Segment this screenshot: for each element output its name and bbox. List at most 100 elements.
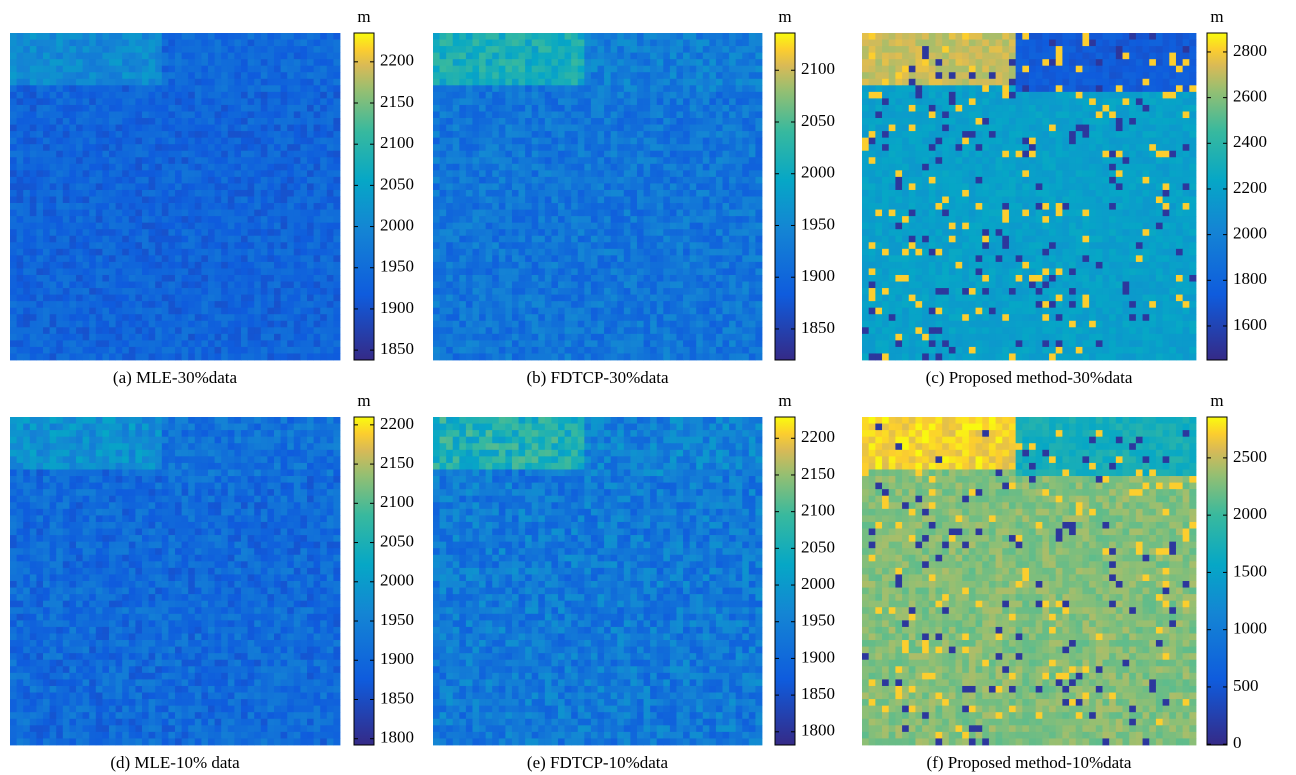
pixel bbox=[228, 85, 235, 92]
pixel bbox=[650, 144, 657, 151]
pixel bbox=[254, 236, 261, 243]
pixel bbox=[215, 255, 222, 262]
pixel bbox=[155, 347, 162, 354]
pixel bbox=[201, 131, 208, 138]
pixel bbox=[228, 314, 235, 321]
pixel bbox=[83, 295, 90, 302]
pixel bbox=[294, 249, 301, 256]
pixel bbox=[598, 334, 605, 341]
pixel bbox=[43, 144, 50, 151]
pixel bbox=[333, 275, 340, 282]
pixel bbox=[149, 85, 156, 92]
pixel bbox=[676, 190, 683, 197]
pixel bbox=[294, 334, 301, 341]
pixel bbox=[571, 229, 578, 236]
pixel bbox=[228, 249, 235, 256]
pixel bbox=[76, 301, 83, 308]
pixel bbox=[17, 125, 24, 132]
pixel bbox=[76, 164, 83, 171]
pixel bbox=[327, 203, 334, 210]
pixel bbox=[532, 347, 539, 354]
pixel bbox=[300, 33, 307, 40]
pixel bbox=[696, 183, 703, 190]
pixel bbox=[69, 223, 76, 230]
pixel bbox=[234, 236, 241, 243]
pixel bbox=[142, 340, 149, 347]
pixel bbox=[23, 72, 30, 79]
pixel bbox=[736, 223, 743, 230]
pixel bbox=[254, 72, 261, 79]
pixel bbox=[472, 92, 479, 99]
pixel bbox=[650, 177, 657, 184]
pixel bbox=[703, 282, 710, 289]
pixel bbox=[36, 327, 43, 334]
pixel bbox=[76, 66, 83, 73]
pixel bbox=[676, 118, 683, 125]
pixel bbox=[162, 111, 169, 118]
pixel bbox=[50, 340, 57, 347]
pixel bbox=[446, 275, 453, 282]
pixel bbox=[83, 66, 90, 73]
pixel bbox=[703, 164, 710, 171]
pixel bbox=[228, 340, 235, 347]
pixel bbox=[440, 229, 447, 236]
pixel bbox=[234, 229, 241, 236]
pixel bbox=[102, 105, 109, 112]
pixel bbox=[228, 334, 235, 341]
pixel bbox=[116, 203, 123, 210]
pixel bbox=[433, 125, 440, 132]
pixel bbox=[584, 59, 591, 66]
pixel bbox=[195, 255, 202, 262]
pixel bbox=[294, 79, 301, 86]
pixel bbox=[241, 177, 248, 184]
pixel bbox=[76, 295, 83, 302]
pixel bbox=[320, 301, 327, 308]
pixel bbox=[690, 268, 697, 275]
pixel bbox=[538, 288, 545, 295]
pixel bbox=[604, 85, 611, 92]
pixel bbox=[56, 125, 63, 132]
pixel bbox=[307, 255, 314, 262]
pixel bbox=[683, 314, 690, 321]
pixel bbox=[215, 236, 222, 243]
pixel bbox=[248, 203, 255, 210]
pixel bbox=[248, 210, 255, 217]
pixel bbox=[683, 255, 690, 262]
pixel bbox=[512, 249, 519, 256]
pixel bbox=[175, 46, 182, 53]
pixel bbox=[208, 210, 215, 217]
pixel bbox=[453, 282, 460, 289]
pixel bbox=[604, 308, 611, 315]
pixel bbox=[149, 125, 156, 132]
pixel bbox=[676, 46, 683, 53]
pixel bbox=[274, 125, 281, 132]
pixel bbox=[512, 255, 519, 262]
pixel bbox=[657, 236, 664, 243]
pixel bbox=[50, 33, 57, 40]
pixel bbox=[135, 53, 142, 60]
pixel bbox=[650, 334, 657, 341]
pixel bbox=[89, 334, 96, 341]
pixel bbox=[644, 92, 651, 99]
pixel bbox=[155, 138, 162, 145]
pixel bbox=[69, 79, 76, 86]
pixel bbox=[155, 144, 162, 151]
pixel bbox=[716, 33, 723, 40]
pixel bbox=[519, 66, 526, 73]
pixel bbox=[492, 308, 499, 315]
pixel bbox=[551, 288, 558, 295]
pixel bbox=[663, 92, 670, 99]
pixel bbox=[604, 275, 611, 282]
pixel bbox=[43, 53, 50, 60]
pixel bbox=[551, 255, 558, 262]
pixel bbox=[723, 321, 730, 328]
pixel bbox=[175, 111, 182, 118]
pixel bbox=[630, 138, 637, 145]
pixel bbox=[657, 164, 664, 171]
pixel bbox=[683, 85, 690, 92]
pixel bbox=[175, 53, 182, 60]
pixel bbox=[248, 255, 255, 262]
pixel bbox=[195, 334, 202, 341]
pixel bbox=[102, 314, 109, 321]
pixel bbox=[287, 151, 294, 158]
